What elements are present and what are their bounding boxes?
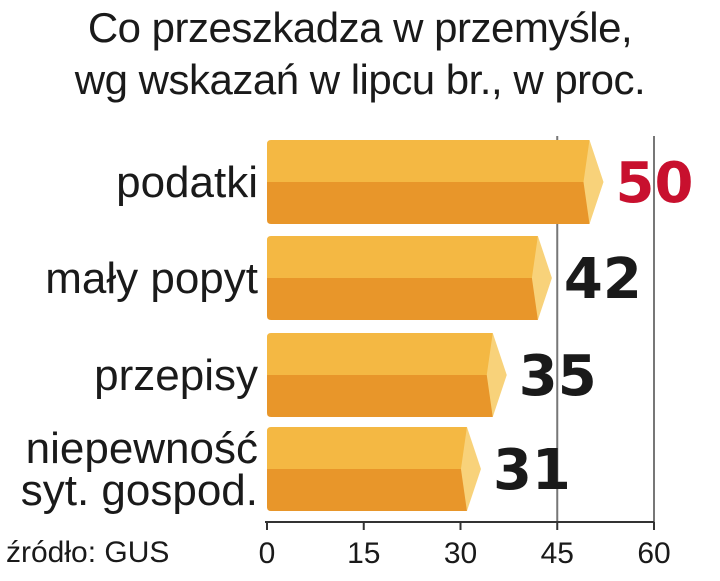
category-label-1: mały popyt bbox=[45, 254, 258, 303]
bar-1-tip bbox=[531, 236, 552, 320]
x-tick-label-15: 15 bbox=[347, 537, 380, 570]
value-label-1: 42 bbox=[564, 247, 642, 312]
x-tick-label-30: 30 bbox=[444, 537, 477, 570]
x-tick-label-0: 0 bbox=[259, 537, 276, 570]
bar-0-tip bbox=[583, 140, 604, 224]
value-label-2: 35 bbox=[519, 344, 597, 409]
bar-0-top bbox=[267, 140, 590, 182]
x-tick-label-60: 60 bbox=[637, 537, 670, 570]
bar-2-top bbox=[267, 333, 493, 375]
category-label-3-1: syt. gospod. bbox=[21, 466, 258, 515]
bar-3-tip bbox=[460, 427, 481, 511]
source-note: źródło: GUS bbox=[6, 536, 170, 569]
chart-title-line-1: Co przeszkadza w przemyśle, bbox=[87, 4, 633, 51]
category-label-3-0: niepewność bbox=[26, 424, 258, 473]
category-label-2: przepisy bbox=[94, 351, 258, 400]
bar-3-top bbox=[267, 427, 467, 469]
bar-1-bottom bbox=[267, 278, 538, 320]
bar-0-bottom bbox=[267, 182, 590, 224]
x-tick-label-45: 45 bbox=[541, 537, 574, 570]
chart-title-line-2: wg wskazań w lipcu br., w proc. bbox=[74, 56, 646, 103]
category-label-0: podatki bbox=[116, 158, 258, 207]
bar-2-tip bbox=[486, 333, 507, 417]
value-label-3: 31 bbox=[493, 438, 571, 503]
bar-3-bottom bbox=[267, 469, 467, 511]
bar-1-top bbox=[267, 236, 538, 278]
bar-2-bottom bbox=[267, 375, 493, 417]
value-label-0: 50 bbox=[616, 151, 694, 216]
